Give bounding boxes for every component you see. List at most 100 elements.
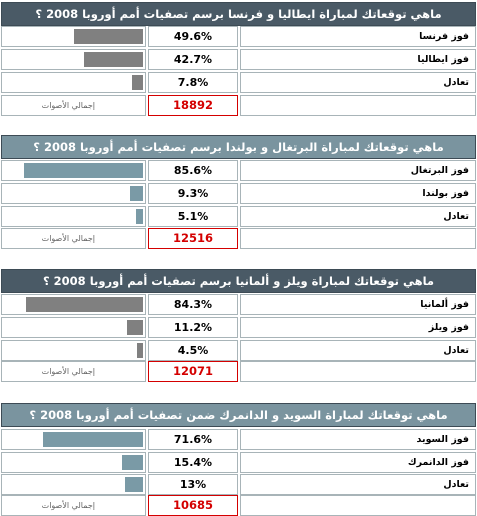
option-row[interactable]: 15.4% فوز الدانمرك <box>1 452 476 473</box>
result-bar-fill <box>24 163 143 178</box>
option-label[interactable]: فوز ويلز <box>240 317 476 338</box>
option-label-text: فوز البرتغال <box>410 165 469 176</box>
percentage-value: 7.8% <box>148 72 238 93</box>
option-label[interactable]: فوز السويد <box>240 429 476 450</box>
result-bar-track <box>1 340 146 361</box>
option-row[interactable]: 13% تعادل <box>1 474 476 495</box>
poll-title: ماهي توقعاتك لمباراة السويد و الدانمرك ض… <box>1 403 476 427</box>
result-bar-track <box>1 317 146 338</box>
option-row[interactable]: 4.5% تعادل <box>1 340 476 361</box>
result-bar-fill <box>43 432 143 447</box>
option-row[interactable]: 84.3% فوز ألمانيا <box>1 294 476 315</box>
option-row[interactable]: 9.3% فوز بولندا <box>1 183 476 204</box>
result-bar-fill <box>130 186 143 201</box>
option-label-text: تعادل <box>443 345 469 356</box>
option-label-text: فوز فرنسا <box>419 31 469 42</box>
option-label-text: فوز ألمانيا <box>420 299 469 310</box>
option-label[interactable]: فوز ألمانيا <box>240 294 476 315</box>
result-bar-fill <box>132 75 143 90</box>
option-label[interactable]: تعادل <box>240 72 476 93</box>
total-votes-value: 18892 <box>148 95 238 116</box>
result-bar-fill <box>122 455 143 470</box>
total-votes-value: 10685 <box>148 495 238 516</box>
result-bar-track <box>1 452 146 473</box>
total-row: إجمالي الأصوات 10685 <box>1 495 476 516</box>
option-label-text: تعادل <box>443 479 469 490</box>
total-votes-label: إجمالي الأصوات <box>1 495 146 516</box>
total-votes-label-text: إجمالي الأصوات <box>41 101 95 110</box>
option-row[interactable]: 71.6% فوز السويد <box>1 429 476 450</box>
result-bar-fill <box>26 297 143 312</box>
total-row-blank <box>240 95 476 116</box>
option-row[interactable]: 85.6% فوز البرتغال <box>1 160 476 181</box>
total-votes-label-text: إجمالي الأصوات <box>41 234 95 243</box>
total-votes-label: إجمالي الأصوات <box>1 95 146 116</box>
option-row[interactable]: 11.2% فوز ويلز <box>1 317 476 338</box>
result-bar-track <box>1 206 146 227</box>
poll-1: ماهي توقعاتك لمباراة ايطاليا و فرنسا برس… <box>1 2 476 26</box>
percentage-value: 4.5% <box>148 340 238 361</box>
percentage-value: 15.4% <box>148 452 238 473</box>
result-bar-fill <box>84 52 143 67</box>
option-label[interactable]: تعادل <box>240 474 476 495</box>
result-bar-track <box>1 72 146 93</box>
percentage-value: 84.3% <box>148 294 238 315</box>
option-label[interactable]: تعادل <box>240 340 476 361</box>
option-label-text: فوز السويد <box>416 434 469 445</box>
percentage-value: 85.6% <box>148 160 238 181</box>
total-votes-label-text: إجمالي الأصوات <box>41 501 95 510</box>
option-label[interactable]: فوز فرنسا <box>240 26 476 47</box>
option-label-text: فوز ايطاليا <box>417 54 469 65</box>
result-bar-track <box>1 474 146 495</box>
result-bar-track <box>1 294 146 315</box>
percentage-value: 42.7% <box>148 49 238 70</box>
result-bar-track <box>1 49 146 70</box>
option-row[interactable]: 5.1% تعادل <box>1 206 476 227</box>
option-label-text: فوز بولندا <box>422 188 469 199</box>
total-row-blank <box>240 361 476 382</box>
total-row-blank <box>240 228 476 249</box>
total-row-blank <box>240 495 476 516</box>
poll-title: ماهي توقعاتك لمباراة ايطاليا و فرنسا برس… <box>1 2 476 26</box>
option-label[interactable]: فوز الدانمرك <box>240 452 476 473</box>
result-bar-fill <box>127 320 143 335</box>
total-row: إجمالي الأصوات 12071 <box>1 361 476 382</box>
option-row[interactable]: 49.6% فوز فرنسا <box>1 26 476 47</box>
percentage-value: 11.2% <box>148 317 238 338</box>
total-votes-label-text: إجمالي الأصوات <box>41 367 95 376</box>
result-bar-fill <box>137 343 143 358</box>
poll-3: ماهي توقعاتك لمباراة ويلز و ألمانيا برسم… <box>1 269 476 293</box>
result-bar-track <box>1 160 146 181</box>
percentage-value: 13% <box>148 474 238 495</box>
total-votes-label: إجمالي الأصوات <box>1 361 146 382</box>
total-votes-value: 12071 <box>148 361 238 382</box>
result-bar-track <box>1 183 146 204</box>
option-label-text: تعادل <box>443 211 469 222</box>
poll-title: ماهي توقعاتك لمباراة ويلز و ألمانيا برسم… <box>1 269 476 293</box>
total-row: إجمالي الأصوات 18892 <box>1 95 476 116</box>
result-bar-fill <box>136 209 143 224</box>
poll-title: ماهي توقعاتك لمباراة البرتغال و بولندا ب… <box>1 135 476 159</box>
option-label-text: فوز الدانمرك <box>407 457 469 468</box>
total-votes-value: 12516 <box>148 228 238 249</box>
poll-2: ماهي توقعاتك لمباراة البرتغال و بولندا ب… <box>1 135 476 159</box>
result-bar-fill <box>74 29 143 44</box>
option-label-text: فوز ويلز <box>428 322 469 333</box>
option-label[interactable]: فوز ايطاليا <box>240 49 476 70</box>
option-label[interactable]: فوز البرتغال <box>240 160 476 181</box>
option-label[interactable]: فوز بولندا <box>240 183 476 204</box>
option-row[interactable]: 42.7% فوز ايطاليا <box>1 49 476 70</box>
option-row[interactable]: 7.8% تعادل <box>1 72 476 93</box>
percentage-value: 5.1% <box>148 206 238 227</box>
poll-4: ماهي توقعاتك لمباراة السويد و الدانمرك ض… <box>1 403 476 427</box>
percentage-value: 49.6% <box>148 26 238 47</box>
percentage-value: 9.3% <box>148 183 238 204</box>
option-label-text: تعادل <box>443 77 469 88</box>
option-label[interactable]: تعادل <box>240 206 476 227</box>
result-bar-track <box>1 26 146 47</box>
total-votes-label: إجمالي الأصوات <box>1 228 146 249</box>
percentage-value: 71.6% <box>148 429 238 450</box>
total-row: إجمالي الأصوات 12516 <box>1 228 476 249</box>
result-bar-fill <box>125 477 143 492</box>
result-bar-track <box>1 429 146 450</box>
